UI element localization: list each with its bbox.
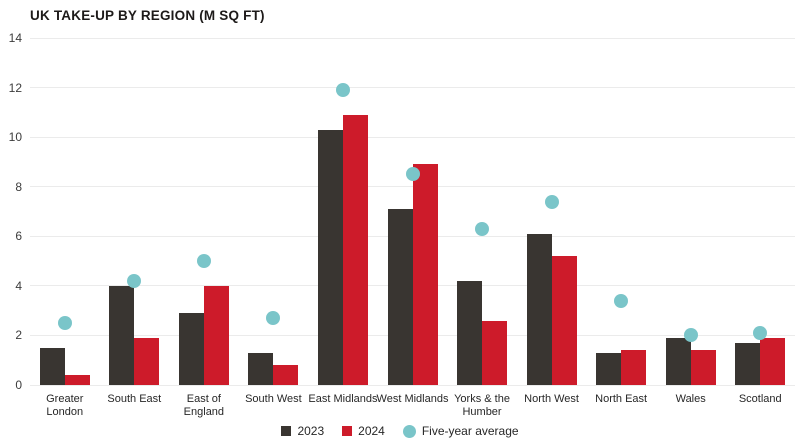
gridline-10 (30, 136, 795, 138)
y-axis-tick-10: 10 (8, 130, 22, 145)
x-axis-label-east-midlands: East Midlands (308, 393, 378, 405)
legend-dot-average (402, 424, 416, 438)
five-year-average-dot-east-of-england (196, 254, 211, 269)
bar-2024-south-west (273, 365, 299, 385)
bar-2023-west-midlands (387, 209, 413, 385)
five-year-average-dot-north-west (544, 194, 559, 209)
y-axis-tick-0: 0 (15, 378, 22, 392)
x-axis-label-east-of-england: East of England (183, 393, 225, 418)
bar-2023-south-west (248, 352, 274, 385)
bar-2024-east-of-england (203, 285, 229, 385)
bar-2024-east-midlands (342, 114, 368, 385)
x-axis-label-greater-london: Greater London (46, 393, 84, 418)
five-year-average-dot-south-east (127, 273, 142, 288)
legend-swatch-2024 (342, 426, 353, 436)
bar-2023-wales (665, 337, 691, 385)
bar-2023-east-midlands (317, 129, 343, 385)
legend: 2023 2024 Five-year average (0, 424, 800, 438)
bar-2023-north-west (526, 233, 552, 385)
bar-2024-yorks-the-humber (482, 320, 508, 385)
chart-title: UK TAKE-UP BY REGION (M SQ FT) (30, 8, 265, 23)
bar-2023-south-east (109, 285, 135, 385)
gridline-12 (30, 87, 795, 89)
five-year-average-dot-north-east (614, 293, 629, 308)
five-year-average-dot-east-midlands (335, 83, 350, 98)
x-axis-label-south-east: South East (107, 393, 162, 405)
bar-2023-east-of-england (178, 313, 204, 385)
five-year-average-dot-wales (683, 328, 698, 343)
bar-2024-north-east (621, 350, 647, 385)
bar-2024-wales (690, 350, 716, 385)
bar-2023-north-east (596, 352, 622, 385)
legend-item-2024: 2024 (342, 424, 385, 438)
bar-2023-greater-london (39, 347, 65, 385)
legend-label-average: Five-year average (421, 424, 519, 438)
x-axis-label-wales: Wales (675, 393, 706, 405)
bar-2023-scotland (735, 342, 761, 385)
bar-2024-south-east (134, 337, 160, 385)
five-year-average-dot-yorks-the-humber (475, 221, 490, 236)
bar-2024-greater-london (64, 375, 90, 385)
plot-area (30, 37, 795, 386)
x-axis-label-west-midlands: West Midlands (376, 393, 449, 405)
legend-item-five-year-average: Five-year average (402, 424, 519, 438)
five-year-average-dot-greater-london (57, 316, 72, 331)
bar-2024-north-west (551, 256, 577, 385)
five-year-average-dot-scotland (753, 325, 768, 340)
x-axis-label-south-west: South West (245, 393, 302, 405)
five-year-average-dot-south-west (266, 311, 281, 326)
bar-2024-scotland (760, 337, 786, 385)
y-axis-tick-8: 8 (15, 179, 22, 194)
x-axis-label-north-east: North East (595, 393, 648, 405)
legend-item-2023: 2023 (281, 424, 324, 438)
x-axis-label-yorks-the-humber: Yorks & the Humber (454, 393, 510, 418)
bar-2024-west-midlands (412, 164, 438, 385)
y-axis-tick-4: 4 (15, 278, 22, 293)
five-year-average-dot-west-midlands (405, 167, 420, 182)
y-axis-tick-6: 6 (15, 229, 22, 244)
y-axis-tick-2: 2 (15, 328, 22, 343)
y-axis-tick-12: 12 (8, 80, 22, 95)
legend-swatch-2023 (281, 426, 292, 436)
gridline-14 (30, 37, 795, 39)
legend-label-2023: 2023 (297, 424, 325, 438)
bar-2023-yorks-the-humber (457, 280, 483, 385)
legend-label-2024: 2024 (358, 424, 385, 438)
y-axis-tick-14: 14 (8, 31, 22, 45)
x-axis-label-north-west: North West (524, 393, 579, 405)
x-axis-label-scotland: Scotland (738, 393, 782, 405)
gridline-0 (30, 384, 795, 386)
